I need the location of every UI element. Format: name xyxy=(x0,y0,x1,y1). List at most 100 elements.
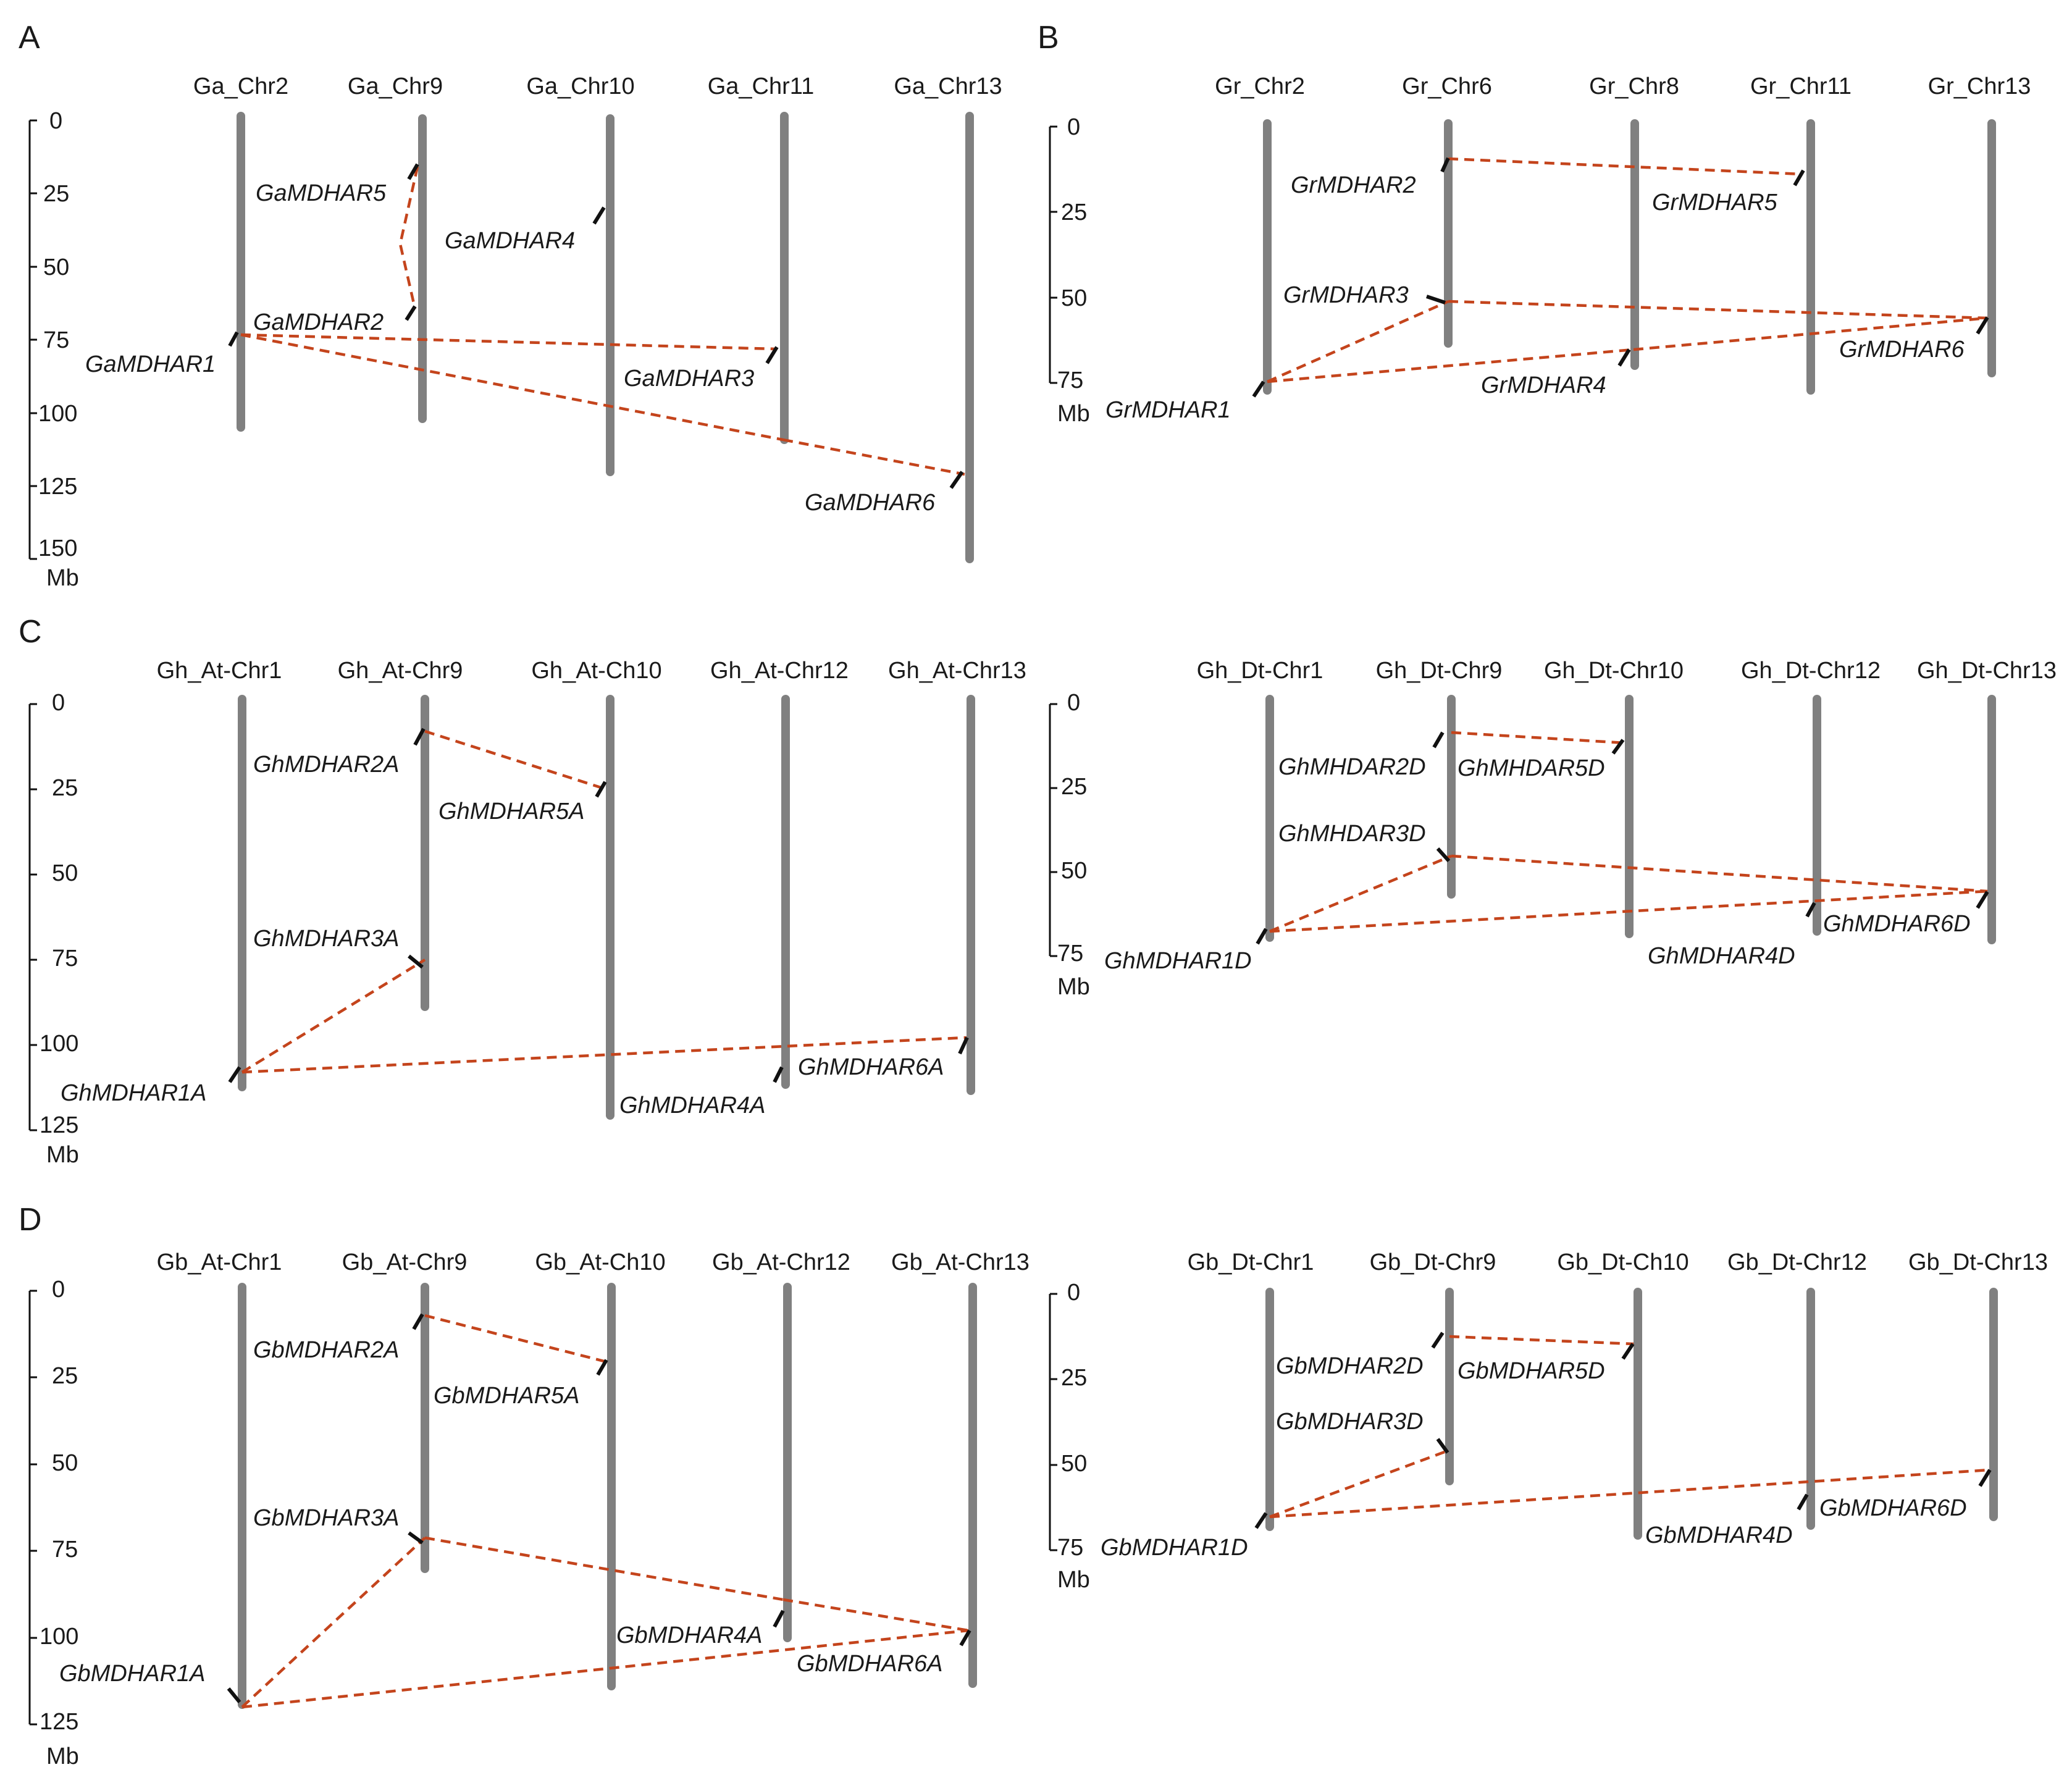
unit-label: Mb xyxy=(1057,1567,1090,1593)
duplication-link xyxy=(1451,731,1626,745)
gene-markers xyxy=(228,728,969,1083)
tick-label: 25 xyxy=(1061,1365,1087,1391)
gene-marker xyxy=(1432,731,1445,749)
gene-label: GbMDHAR4D xyxy=(1645,1522,1793,1548)
tick-label: 100 xyxy=(38,401,77,427)
chromosome-label: Gb_Dt-Chr12 xyxy=(1727,1249,1867,1275)
gene-label: GrMDHAR5 xyxy=(1652,190,1778,216)
gene-marker xyxy=(1436,1438,1449,1454)
gene-marker xyxy=(1254,1512,1268,1529)
duplication-links xyxy=(241,729,967,1074)
gene-marker xyxy=(765,346,779,364)
duplication-link xyxy=(1449,1335,1634,1346)
tick-label: 50 xyxy=(52,860,78,886)
tick-label: 125 xyxy=(40,1709,78,1735)
duplication-links xyxy=(1267,157,1988,384)
gene-marker xyxy=(408,954,424,969)
chromosome-label: Gr_Chr11 xyxy=(1750,73,1852,99)
chromosome-label: Ga_Chr13 xyxy=(894,73,1002,99)
chromosome-label: Gb_At-Chr1 xyxy=(157,1249,282,1275)
panel-b: B 0 25 50 75 Mb Gr_Chr2 Gr_Chr6 Gr_Chr8 … xyxy=(1038,20,2031,427)
gene-label: GhMDHAR4D xyxy=(1648,943,1795,969)
chromosome-label: Gh_Dt-Chr13 xyxy=(1917,658,2057,684)
gene-label: GbMDHAR3D xyxy=(1276,1409,1424,1435)
gene-marker xyxy=(1793,169,1805,187)
duplication-link xyxy=(240,333,784,442)
gene-label: GaMDHAR2 xyxy=(253,309,384,335)
unit-label: Mb xyxy=(1057,401,1090,427)
chromosome-label: Gh_Dt-Chr1 xyxy=(1197,658,1323,684)
panel-c-dt: 0 25 50 75 Mb Gh_Dt-Chr1 Gh_Dt-Chr9 Gh_D… xyxy=(1049,658,2057,1000)
panel-d: D 0 25 50 75 100 125 Mb Gb_At-Chr1 Gb_At… xyxy=(19,1202,1030,1769)
chromosome-label: Gb_Dt-Ch10 xyxy=(1557,1249,1688,1275)
chromosome-label: Gb_At-Chr9 xyxy=(342,1249,468,1275)
chromosome-label: Gr_Chr13 xyxy=(1928,73,2031,99)
gene-marker xyxy=(1611,739,1625,755)
chromosome-label: Gb_At-Chr12 xyxy=(712,1249,850,1275)
tick-label: 75 xyxy=(1057,1535,1083,1561)
gene-marker xyxy=(1976,316,1989,335)
tick-label: 125 xyxy=(38,474,77,500)
chromosome-label: Gh_At-Chr12 xyxy=(710,658,849,684)
gene-marker xyxy=(1617,348,1631,367)
unit-label: Mb xyxy=(46,1744,79,1769)
gene-marker xyxy=(1621,1343,1635,1360)
duplication-link xyxy=(241,959,426,1073)
duplication-link xyxy=(1269,1468,1990,1519)
scale-axis: 0 25 50 75 100 125 Mb xyxy=(28,1277,79,1769)
gene-marker xyxy=(405,305,417,321)
tick-label: 0 xyxy=(49,108,62,134)
tick-label: 75 xyxy=(52,946,78,971)
duplication-link xyxy=(241,1036,967,1074)
gene-marker xyxy=(958,1036,969,1055)
chromosome-label: Gh_At-Chr9 xyxy=(338,658,463,684)
gene-marker xyxy=(773,1609,785,1628)
chromosome-label: Gb_Dt-Chr9 xyxy=(1370,1249,1496,1275)
gene-label: GrMDHAR2 xyxy=(1291,172,1416,198)
gene-marker xyxy=(1976,891,1989,909)
duplication-links xyxy=(1269,1335,1990,1519)
tick-label: 50 xyxy=(1061,285,1087,311)
gene-label: GrMDHAR4 xyxy=(1481,372,1606,398)
gene-marker xyxy=(592,206,606,225)
tick-label: 50 xyxy=(52,1450,78,1476)
gene-markers xyxy=(227,1313,971,1703)
gene-marker xyxy=(228,1066,241,1083)
scale-axis: 0 25 50 75 100 125 Mb xyxy=(28,690,79,1168)
gene-label: GrMDHAR1 xyxy=(1105,397,1231,423)
scale-axis: 0 25 50 75 100 125 150 Mb xyxy=(28,108,79,591)
tick-label: 25 xyxy=(52,775,78,801)
gene-marker xyxy=(595,781,607,798)
duplication-link xyxy=(1448,157,1803,176)
gene-label: GhMDHAR4A xyxy=(619,1093,766,1118)
gene-label: GaMDHAR3 xyxy=(624,366,754,392)
tick-label: 25 xyxy=(52,1363,78,1389)
tick-label: 25 xyxy=(1061,199,1087,225)
gene-marker xyxy=(1431,1332,1445,1349)
tick-label: 75 xyxy=(52,1537,78,1563)
chromosome-label: Gr_Chr8 xyxy=(1589,73,1679,99)
gene-marker xyxy=(1426,295,1446,304)
tick-label: 100 xyxy=(40,1031,78,1057)
duplication-link xyxy=(424,1314,607,1364)
gene-label: GhMDHAR1A xyxy=(61,1080,207,1106)
gene-marker xyxy=(1797,1493,1809,1511)
duplication-link xyxy=(782,1598,969,1632)
unit-label: Mb xyxy=(46,1142,79,1168)
duplication-link xyxy=(424,1536,784,1601)
gene-label: GhMHDAR2D xyxy=(1278,754,1426,780)
gene-label: GhMDHAR5A xyxy=(438,799,585,825)
tick-label: 75 xyxy=(1057,941,1083,967)
gene-label: GhMHDAR5D xyxy=(1458,755,1605,781)
gene-label: GbMDHAR1A xyxy=(59,1661,206,1687)
gene-markers xyxy=(228,163,964,489)
gene-label: GbMDHAR3A xyxy=(253,1505,400,1531)
duplication-link xyxy=(241,1537,426,1708)
gene-label: GhMDHAR2A xyxy=(253,752,400,778)
tick-label: 50 xyxy=(1061,1451,1087,1477)
tick-label: 50 xyxy=(43,254,69,280)
duplication-links xyxy=(240,166,965,476)
duplication-link xyxy=(1269,854,1452,933)
duplication-link xyxy=(1633,316,1988,351)
